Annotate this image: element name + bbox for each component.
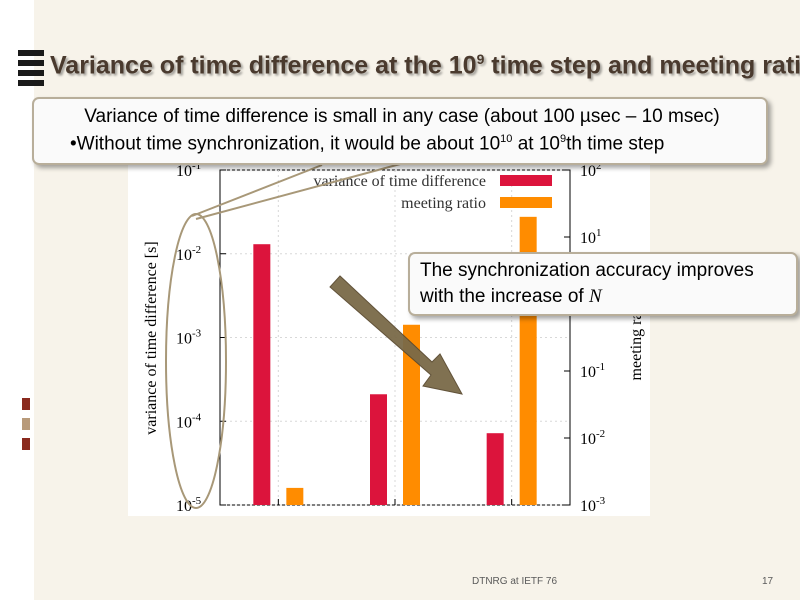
decorative-bars (18, 40, 44, 90)
decorative-mark (22, 398, 30, 410)
callout-variance-note: Variance of time difference is small in … (32, 97, 768, 165)
bar-variance-100 (486, 433, 504, 505)
x-tick-label: 10 (387, 514, 403, 516)
x-tick-label: 2 (274, 514, 282, 516)
decorative-mark (22, 418, 30, 430)
callout-line-2: •Without time synchronization, it would … (70, 133, 665, 155)
bar-meeting-ratio-2 (286, 487, 304, 505)
footer-text: DTNRG at IETF 76 (472, 576, 558, 587)
y-tick-label-left: 10-2 (176, 244, 201, 264)
chart-area: 10-1 10-2 10-3 10-4 10-5 102 101 10-1 10-2 10-3 … (128, 156, 650, 516)
legend-swatch (500, 197, 552, 208)
y-tick-label-right: 102 (580, 160, 602, 180)
y-axis-label-left: variance of time difference [s] (143, 241, 160, 434)
y-axis-label-right: meeting ratio (628, 296, 645, 381)
decorative-mark (22, 438, 30, 450)
bar-chart: 10-110-210-310-410-5 10210110-110-210-3 … (143, 160, 645, 516)
y-tick-label-left: 10-5 (176, 495, 202, 515)
y-tick-label-right: 10-2 (580, 428, 605, 448)
legend-label: meeting ratio (401, 195, 486, 212)
x-tick-label: 100 (500, 514, 524, 516)
bar-variance-10 (370, 394, 387, 505)
page-number: 17 (762, 576, 774, 587)
bar-meeting-ratio-10 (403, 324, 420, 505)
callout-accuracy-note: The synchronization accuracy improves wi… (408, 252, 798, 316)
y-tick-label-right: 10-3 (580, 495, 606, 515)
y-tick-label-right: 10-1 (580, 361, 605, 381)
left-band (0, 0, 34, 600)
y-tick-label-left: 10-4 (176, 411, 202, 431)
y-tick-label-right: 101 (580, 227, 602, 247)
callout-line-1: The synchronization accuracy improves (420, 260, 754, 281)
legend-label: variance of time difference (314, 173, 487, 190)
callout-line-1: Variance of time difference is small in … (84, 106, 720, 127)
callout-line-2: with the increase of N (420, 286, 602, 307)
slide-title: Variance of time difference at the 109 t… (50, 51, 800, 80)
y-tick-label-left: 10-3 (176, 328, 202, 348)
bar-variance-2 (253, 244, 271, 505)
legend-swatch (500, 175, 552, 186)
